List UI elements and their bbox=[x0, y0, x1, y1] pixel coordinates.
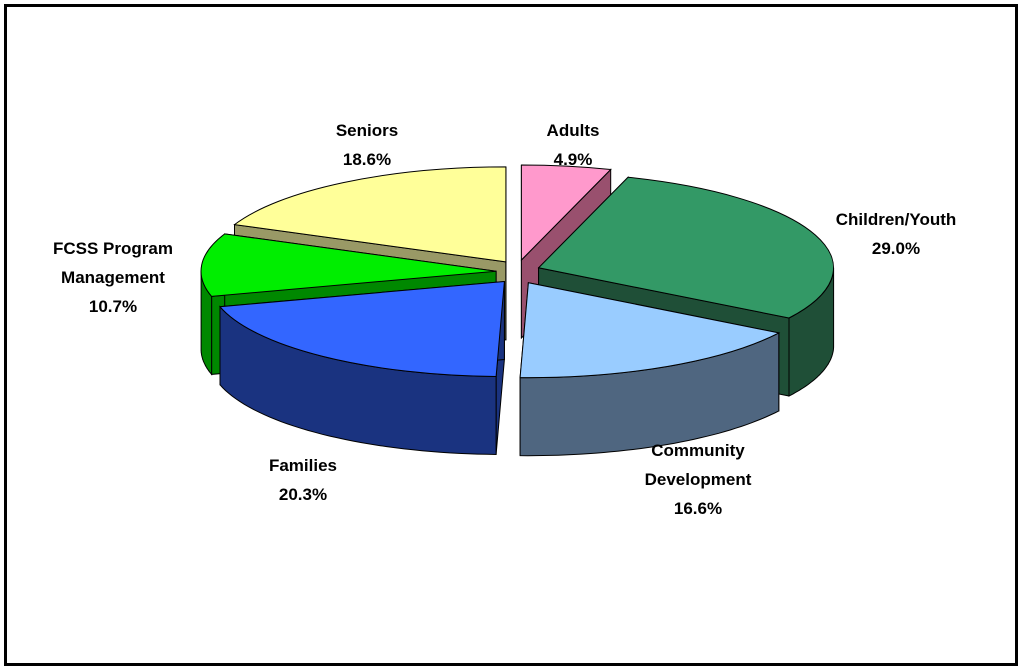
label-community-development: Community Development 16.6% bbox=[645, 441, 752, 518]
slice-adults bbox=[520, 164, 612, 262]
slice-children-youth bbox=[537, 176, 834, 319]
label-families-name: Families bbox=[269, 456, 337, 475]
label-fcss-program-management-value: 10.7% bbox=[89, 297, 137, 316]
slice-community-development bbox=[519, 282, 781, 379]
label-fcss-program-management: FCSS Program Management 10.7% bbox=[53, 239, 173, 316]
slice-families bbox=[218, 280, 505, 378]
label-seniors-name: Seniors bbox=[336, 121, 398, 140]
pie-slices bbox=[200, 164, 834, 379]
label-community-development-name: Community bbox=[651, 441, 745, 460]
slice-seniors bbox=[233, 166, 507, 263]
label-families-value: 20.3% bbox=[279, 485, 327, 504]
label-families: Families 20.3% bbox=[269, 456, 337, 504]
chart-frame bbox=[4, 4, 1018, 666]
slice-fcss-program-management bbox=[200, 233, 497, 297]
label-adults-value: 4.9% bbox=[554, 150, 593, 169]
label-seniors: Seniors 18.6% bbox=[336, 121, 398, 169]
label-adults-name: Adults bbox=[547, 121, 600, 140]
label-seniors-value: 18.6% bbox=[343, 150, 391, 169]
label-fcss-program-management-name: Management bbox=[61, 268, 165, 287]
label-community-development-name: Development bbox=[645, 470, 752, 489]
label-adults: Adults 4.9% bbox=[547, 121, 600, 169]
pie-labels: Adults 4.9% Children/Youth 29.0% Community De… bbox=[53, 121, 956, 518]
label-fcss-program-management-name: FCSS Program bbox=[53, 239, 173, 258]
label-children-youth: Children/Youth 29.0% bbox=[836, 210, 957, 258]
label-children-youth-value: 29.0% bbox=[872, 239, 920, 258]
label-children-youth-name: Children/Youth bbox=[836, 210, 957, 229]
label-community-development-value: 16.6% bbox=[674, 499, 722, 518]
